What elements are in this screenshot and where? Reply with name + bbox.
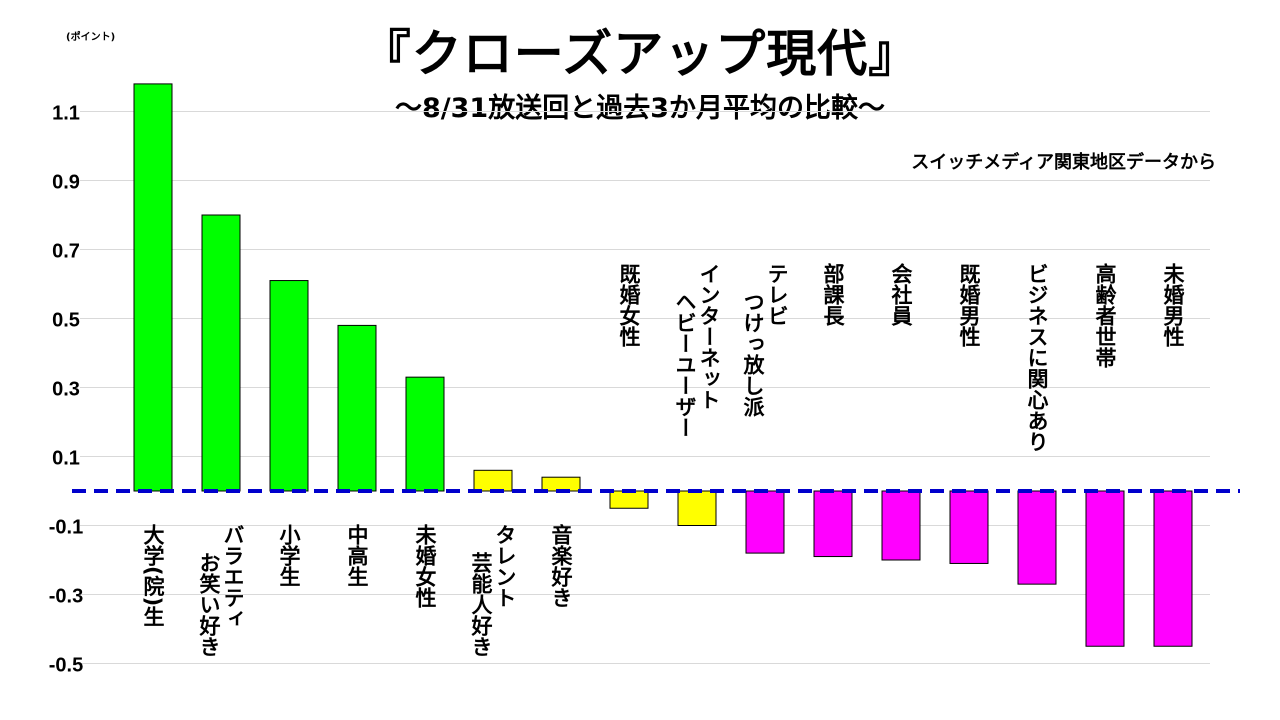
category-label: 会社員 bbox=[889, 262, 914, 327]
bar bbox=[813, 490, 853, 558]
category-label: つけっ放し派 bbox=[741, 291, 766, 417]
bar bbox=[269, 280, 309, 492]
bar bbox=[1017, 490, 1057, 585]
gridlines bbox=[80, 111, 1210, 664]
y-tick-label: 0.1 bbox=[52, 448, 80, 470]
bar bbox=[133, 83, 173, 492]
y-tick-label: 0.9 bbox=[52, 172, 80, 194]
category-label: 未婚男性 bbox=[1161, 263, 1185, 348]
bar bbox=[201, 214, 241, 492]
category-label: 音楽好き bbox=[549, 523, 574, 608]
bar bbox=[609, 490, 649, 509]
category-label: ビジネスに関心あり bbox=[1025, 263, 1049, 452]
bar bbox=[405, 376, 445, 492]
bar bbox=[949, 490, 989, 564]
y-axis-tick-labels: 1.1 0.9 0.7 0.5 0.3 0.1 -0.1 -0.3 -0.5 bbox=[49, 103, 83, 677]
bar bbox=[1085, 490, 1125, 647]
bar bbox=[881, 490, 921, 561]
bar bbox=[1153, 490, 1193, 647]
category-label: 小学生 bbox=[277, 524, 301, 587]
bars bbox=[133, 83, 1193, 647]
category-label: インターネット bbox=[697, 263, 721, 410]
chart-title: 『クローズアップ現代』 bbox=[360, 25, 920, 83]
category-label: 芸能人好き bbox=[469, 552, 494, 657]
y-tick-label: -0.5 bbox=[49, 655, 83, 677]
bar bbox=[677, 490, 717, 526]
y-tick-label: -0.3 bbox=[49, 586, 83, 608]
y-tick-label: 0.5 bbox=[52, 310, 80, 332]
category-label: 既婚男性 bbox=[957, 263, 981, 348]
category-label: 未婚女性 bbox=[413, 524, 437, 609]
bar bbox=[337, 324, 377, 492]
category-label: 既婚女性 bbox=[617, 263, 641, 348]
category-label: ヘビーユーザー bbox=[673, 291, 697, 438]
category-label: 中高生 bbox=[345, 524, 369, 587]
y-tick-label: -0.1 bbox=[49, 517, 83, 539]
y-unit-label: (ポイント) bbox=[66, 32, 116, 43]
category-label: 高齢者世帯 bbox=[1093, 262, 1117, 369]
category-label: タレント bbox=[493, 524, 517, 608]
bar bbox=[541, 476, 581, 492]
y-tick-label: 0.7 bbox=[52, 241, 80, 263]
source-note: スイッチメディア関東地区データから bbox=[911, 152, 1216, 173]
category-label: お笑い好き bbox=[197, 552, 222, 657]
category-label: テレビ bbox=[765, 263, 789, 326]
y-tick-label: 1.1 bbox=[52, 103, 80, 125]
category-label: 大学(院)生 bbox=[141, 524, 165, 628]
bar bbox=[745, 490, 785, 554]
category-label: バラエティ bbox=[221, 524, 245, 629]
y-tick-label: 0.3 bbox=[52, 379, 80, 401]
bar bbox=[473, 469, 513, 492]
chart-subtitle: ～8/31放送回と過去3か月平均の比較～ bbox=[394, 93, 885, 124]
category-label: 部課長 bbox=[821, 262, 845, 327]
